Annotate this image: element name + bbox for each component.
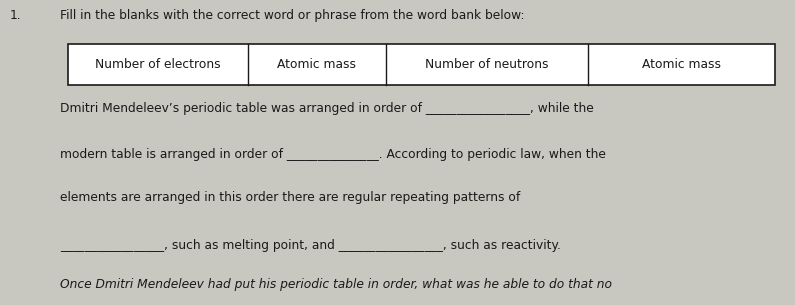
Text: 1.: 1. — [10, 9, 21, 22]
Text: Atomic mass: Atomic mass — [277, 58, 356, 71]
Text: Dmitri Mendeleev’s periodic table was arranged in order of _________________, wh: Dmitri Mendeleev’s periodic table was ar… — [60, 102, 593, 115]
Text: modern table is arranged in order of _______________. According to periodic law,: modern table is arranged in order of ___… — [60, 148, 606, 161]
Text: Atomic mass: Atomic mass — [642, 58, 721, 71]
Text: Fill in the blanks with the correct word or phrase from the word bank below:: Fill in the blanks with the correct word… — [60, 9, 524, 22]
Text: _________________, such as melting point, and _________________, such as reactiv: _________________, such as melting point… — [60, 239, 560, 253]
Text: elements are arranged in this order there are regular repeating patterns of: elements are arranged in this order ther… — [60, 191, 520, 204]
Bar — [68, 44, 775, 85]
Text: Number of neutrons: Number of neutrons — [425, 58, 549, 71]
Text: Number of electrons: Number of electrons — [95, 58, 220, 71]
Text: Once Dmitri Mendeleev had put his periodic table in order, what was he able to d: Once Dmitri Mendeleev had put his period… — [60, 278, 611, 291]
